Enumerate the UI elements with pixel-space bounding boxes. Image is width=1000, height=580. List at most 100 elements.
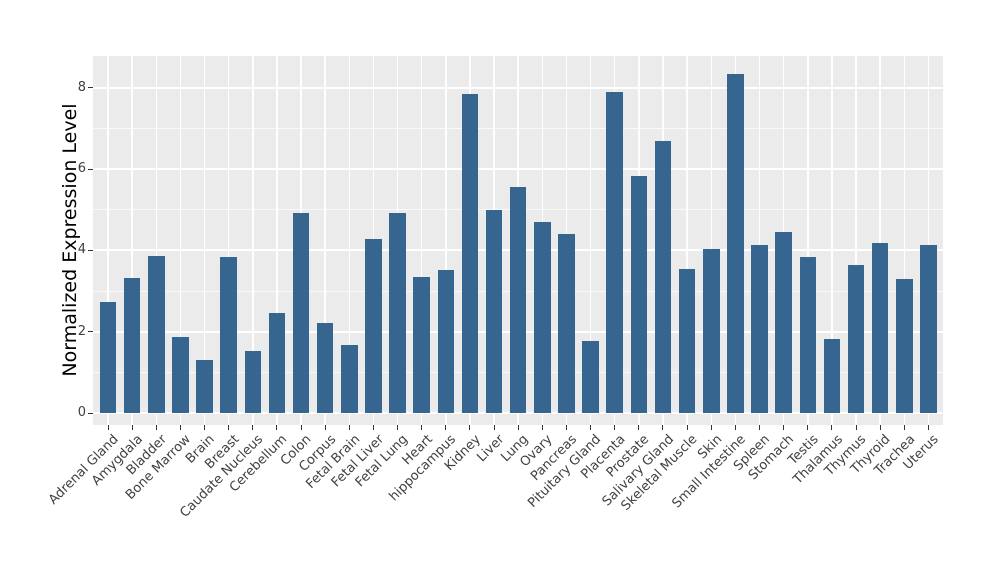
gridline-x-corpus: [324, 56, 326, 425]
bar-brain: [196, 360, 213, 413]
gridline-x-heart: [420, 56, 423, 425]
bar-pituitary-gland: [582, 340, 599, 413]
bar-ovary: [534, 221, 551, 413]
x-tick-colon: [300, 425, 302, 430]
gridline-x-breast: [227, 56, 230, 425]
x-tick-fetal-liver: [372, 425, 374, 430]
y-tick-label-4: 4: [77, 242, 86, 258]
x-tick-liver: [493, 425, 495, 430]
x-tick-corpus: [324, 425, 326, 430]
y-tick-8: [88, 87, 93, 89]
bar-trachea: [896, 278, 913, 413]
bar-skeletal-muscle: [678, 269, 696, 413]
bar-fetal-lung: [389, 212, 406, 413]
bar-testis: [799, 256, 817, 413]
x-tick-uterus: [927, 425, 929, 430]
bar-heart: [413, 277, 430, 413]
gridline-x-thyroid: [879, 56, 881, 425]
bar-uterus: [920, 244, 937, 413]
y-tick-label-2: 2: [77, 323, 86, 339]
x-tick-pancreas: [565, 425, 567, 430]
x-tick-bone-marrow: [179, 425, 181, 430]
bar-skin: [703, 249, 720, 413]
x-tick-lung: [517, 425, 519, 430]
gridline-x-skeletal-muscle: [686, 56, 688, 425]
bar-stomach: [775, 232, 792, 413]
x-tick-trachea: [903, 425, 905, 430]
bar-thyroid: [871, 242, 889, 413]
x-tick-hippocampus: [445, 425, 447, 430]
x-tick-heart: [421, 425, 423, 430]
bar-fetal-liver: [365, 239, 382, 413]
y-tick-label-0: 0: [77, 405, 86, 420]
x-tick-fetal-lung: [397, 425, 399, 430]
x-tick-thymus: [855, 425, 857, 430]
bar-fetal-brain: [341, 344, 358, 413]
x-tick-small-intestine: [734, 425, 736, 430]
bar-cerebellum: [268, 312, 286, 413]
gridline-x-thymus: [855, 56, 857, 425]
gridline-x-hippocampus: [445, 56, 447, 425]
x-tick-adrenal-gland: [107, 425, 109, 430]
gridline-x-adrenal-gland: [107, 56, 109, 425]
x-tick-spleen: [759, 425, 760, 430]
gridline-x-bladder: [155, 56, 157, 425]
y-tick-label-6: 6: [77, 161, 86, 177]
x-tick-placenta: [614, 425, 616, 430]
bar-amygdala: [123, 278, 141, 413]
bar-thymus: [847, 265, 865, 413]
gridline-x-trachea: [903, 56, 906, 425]
x-tick-fetal-brain: [348, 425, 350, 430]
gridline-x-uterus: [927, 56, 930, 425]
x-tick-breast: [228, 425, 230, 430]
x-tick-thalamus: [831, 425, 833, 430]
bar-spleen: [751, 244, 768, 413]
bar-small-intestine: [727, 74, 744, 413]
bar-colon: [292, 213, 310, 413]
gridline-x-caudate-nucleus: [252, 56, 254, 425]
bar-pancreas: [558, 234, 575, 413]
x-tick-brain: [204, 425, 206, 430]
bar-salivary-gland: [654, 141, 672, 413]
gridline-x-testis: [807, 56, 809, 425]
bar-thalamus: [823, 339, 841, 413]
plot-panel: [93, 56, 943, 425]
bar-hippocampus: [437, 269, 455, 413]
x-tick-kidney: [469, 425, 471, 430]
y-tick-4: [88, 249, 93, 251]
y-tick-2: [88, 331, 93, 333]
x-tick-bladder: [155, 425, 157, 430]
x-tick-thyroid: [879, 425, 881, 430]
x-tick-testis: [807, 425, 809, 430]
bar-caudate-nucleus: [244, 350, 262, 413]
bar-corpus: [316, 323, 334, 413]
gridline-x-skin: [710, 56, 712, 425]
gridline-x-brain: [203, 56, 206, 425]
x-tick-caudate-nucleus: [252, 425, 254, 430]
x-tick-ovary: [541, 425, 543, 430]
x-tick-salivary-gland: [662, 425, 664, 430]
bar-liver: [485, 210, 503, 413]
bar-prostate: [630, 176, 648, 413]
bar-adrenal-gland: [99, 301, 117, 413]
gridline-x-spleen: [758, 56, 761, 425]
x-tick-skin: [710, 425, 712, 430]
x-tick-pituitary-gland: [590, 425, 592, 430]
gridline-x-amygdala: [131, 56, 133, 425]
bar-placenta: [606, 91, 623, 413]
bar-bladder: [148, 255, 165, 413]
gridline-x-fetal-brain: [348, 56, 351, 425]
y-tick-0: [88, 412, 93, 414]
bar-breast: [220, 256, 237, 413]
x-tick-prostate: [638, 425, 640, 430]
gridline-x-thalamus: [831, 56, 833, 425]
bar-bone-marrow: [172, 336, 189, 413]
y-tick-6: [88, 168, 93, 170]
x-tick-cerebellum: [276, 425, 278, 430]
bar-lung: [509, 187, 527, 413]
gridline-x-cerebellum: [276, 56, 278, 425]
gridline-x-pituitary-gland: [589, 56, 592, 425]
y-tick-label-8: 8: [77, 79, 86, 95]
x-tick-skeletal-muscle: [686, 425, 688, 430]
